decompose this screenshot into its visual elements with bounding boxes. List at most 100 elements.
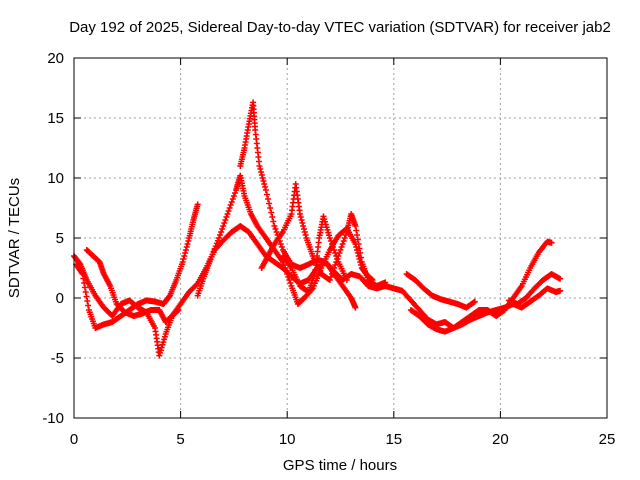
data-point xyxy=(357,250,364,256)
data-point xyxy=(81,280,88,286)
data-point xyxy=(287,280,294,286)
data-point xyxy=(194,201,201,208)
series-track-2 xyxy=(73,201,201,331)
data-point xyxy=(382,279,389,286)
data-point xyxy=(215,235,222,241)
data-point xyxy=(262,187,269,193)
data-point xyxy=(328,271,335,277)
series-track-3 xyxy=(83,247,182,325)
data-point xyxy=(332,250,339,256)
data-point xyxy=(223,214,230,220)
data-point xyxy=(343,277,350,283)
data-point xyxy=(326,277,333,283)
data-point xyxy=(78,269,85,276)
data-point xyxy=(185,238,192,244)
data-point xyxy=(182,250,189,256)
axis-ticks xyxy=(73,57,608,419)
data-point xyxy=(231,190,238,196)
series-track-10 xyxy=(505,271,564,307)
data-point xyxy=(222,217,229,223)
data-point xyxy=(352,223,359,229)
x-tick-label: 0 xyxy=(70,431,78,448)
data-point xyxy=(272,226,279,232)
series-track-7 xyxy=(279,213,350,295)
data-point xyxy=(331,247,338,253)
data-point xyxy=(182,247,189,253)
series-track-8 xyxy=(403,271,478,311)
data-point xyxy=(327,238,334,244)
y-tick-label: -5 xyxy=(51,350,64,367)
data-point xyxy=(333,253,340,259)
data-point xyxy=(224,211,231,217)
data-point xyxy=(341,235,348,241)
x-tick-label: 5 xyxy=(176,431,184,448)
data-point xyxy=(229,196,236,202)
data-point xyxy=(340,238,347,244)
tick-labels: 0 5 10 15 20 25 -10 -5 0 5 10 15 20 xyxy=(42,50,615,448)
data-point xyxy=(257,166,264,172)
data-point xyxy=(283,268,290,274)
data-point xyxy=(230,193,237,199)
data-point xyxy=(282,265,289,271)
data-point xyxy=(221,220,228,226)
data-point xyxy=(269,214,276,220)
data-point xyxy=(184,241,191,247)
data-point xyxy=(281,262,288,268)
data-point xyxy=(557,287,564,294)
data-point xyxy=(354,236,361,243)
data-point xyxy=(334,256,341,262)
data-point xyxy=(330,268,337,274)
data-point xyxy=(273,229,280,235)
y-tick-label: 15 xyxy=(47,110,64,127)
data-point xyxy=(327,274,334,280)
data-point xyxy=(355,241,362,247)
data-point xyxy=(285,274,292,280)
x-tick-label: 25 xyxy=(599,431,616,448)
data-point xyxy=(300,226,307,232)
grid-lines xyxy=(74,58,607,418)
data-point xyxy=(259,175,266,181)
data-point xyxy=(331,265,338,271)
data-point xyxy=(277,241,284,247)
data-point xyxy=(265,196,272,202)
data-point xyxy=(219,226,226,232)
series-track-6 xyxy=(258,181,389,289)
data-point xyxy=(342,232,349,238)
x-tick-label: 20 xyxy=(492,431,509,448)
data-point xyxy=(180,256,187,262)
x-tick-label: 15 xyxy=(385,431,402,448)
data-point xyxy=(337,247,344,253)
data-point xyxy=(354,232,361,238)
series-track-4 xyxy=(194,172,376,307)
data-point xyxy=(261,181,268,187)
data-point xyxy=(260,178,267,184)
data-point xyxy=(179,259,186,265)
data-point xyxy=(352,304,359,311)
data-point xyxy=(262,184,269,190)
data-point xyxy=(175,307,182,313)
data-point xyxy=(330,244,337,250)
data-point xyxy=(80,275,87,282)
y-axis-label: SDTVAR / TECUs xyxy=(6,178,23,298)
data-point xyxy=(471,298,478,305)
data-point xyxy=(358,254,365,261)
data-point xyxy=(297,214,304,220)
data-point xyxy=(226,205,233,211)
x-tick-label: 10 xyxy=(279,431,296,448)
data-point xyxy=(278,244,285,250)
data-point xyxy=(302,232,309,238)
data-point xyxy=(79,271,86,277)
y-tick-label: 20 xyxy=(47,50,64,67)
data-point xyxy=(353,227,360,234)
data-point xyxy=(227,202,234,208)
data-point xyxy=(268,209,275,216)
data-point xyxy=(183,244,190,250)
data-point xyxy=(271,223,278,229)
y-tick-label: -10 xyxy=(42,410,64,427)
data-point xyxy=(225,208,232,214)
y-tick-label: 5 xyxy=(56,230,64,247)
data-point xyxy=(266,200,273,207)
data-point xyxy=(298,217,305,223)
data-point xyxy=(300,223,307,229)
